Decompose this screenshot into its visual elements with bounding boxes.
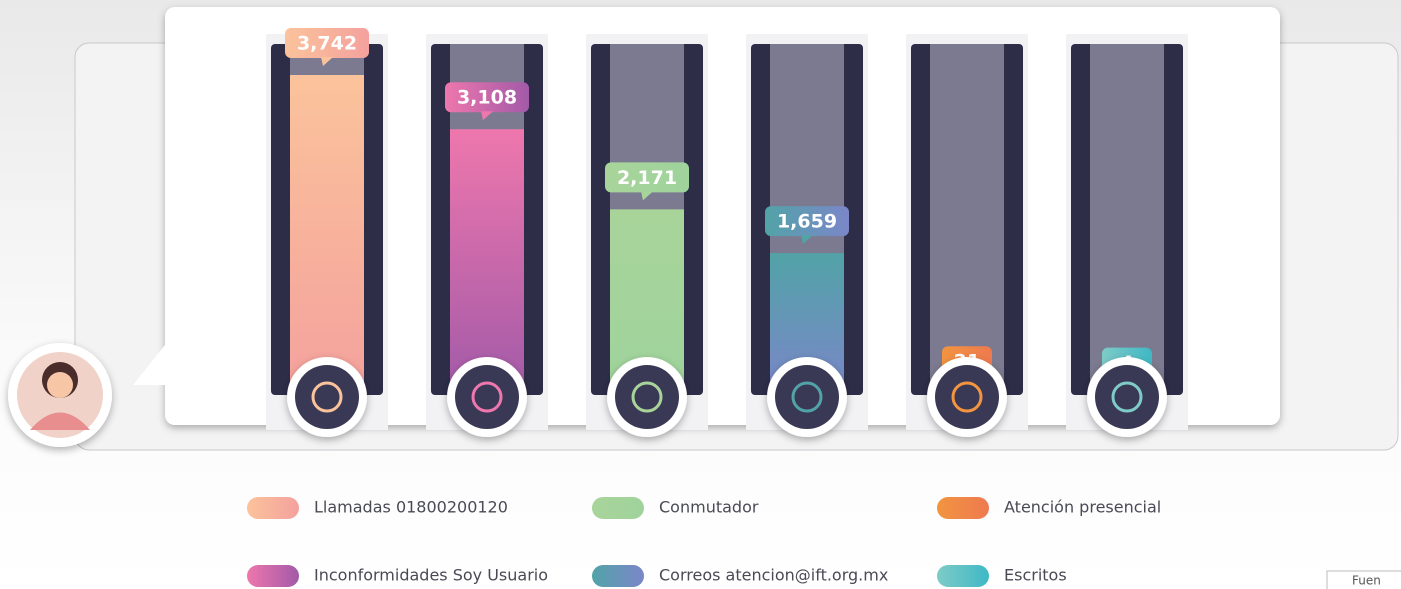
legend-label: Conmutador xyxy=(659,498,759,517)
legend-swatch xyxy=(247,497,299,519)
value-bubble-tail xyxy=(481,111,493,121)
legend-label: Llamadas 01800200120 xyxy=(314,498,508,517)
value-bubble xyxy=(765,206,849,237)
panel-tail xyxy=(133,345,165,385)
value-label: 2,171 xyxy=(617,167,677,189)
value-bubble xyxy=(285,28,369,58)
icon-glyph xyxy=(1111,381,1143,413)
legend-swatch xyxy=(937,497,989,519)
legend-swatch xyxy=(592,565,644,587)
icon xyxy=(775,365,839,429)
bar xyxy=(290,75,364,395)
track xyxy=(930,44,1004,395)
avatar xyxy=(8,343,112,447)
icon-glyph xyxy=(631,381,663,413)
icon xyxy=(295,365,359,429)
value-bubble-tail xyxy=(801,235,813,245)
footer: Fuen xyxy=(1352,574,1381,588)
legend-swatch xyxy=(247,565,299,587)
value-bubble xyxy=(445,82,529,113)
icon-glyph xyxy=(951,381,983,413)
value-label: 1,659 xyxy=(777,211,837,233)
icon xyxy=(615,365,679,429)
icon xyxy=(455,365,519,429)
legend-label: Escritos xyxy=(1004,566,1067,585)
legend-label: Atención presencial xyxy=(1004,498,1161,517)
value-label: 3,742 xyxy=(297,33,357,55)
legend-label: Correos atencion@ift.org.mx xyxy=(659,566,888,585)
value-bubble-tail xyxy=(321,57,333,66)
legend-swatch xyxy=(937,565,989,587)
footer-box xyxy=(1326,570,1401,589)
value-bubble-tail xyxy=(641,191,653,201)
icon xyxy=(1095,365,1159,429)
track xyxy=(1090,44,1164,395)
value-label: 3,108 xyxy=(457,87,517,109)
icon-glyph xyxy=(471,381,503,413)
bar xyxy=(450,129,524,396)
icon xyxy=(935,365,999,429)
icon-glyph xyxy=(311,381,343,413)
legend-label: Inconformidades Soy Usuario xyxy=(314,566,548,585)
icon-glyph xyxy=(791,381,823,413)
legend-swatch xyxy=(592,497,644,519)
value-bubble xyxy=(605,162,689,193)
